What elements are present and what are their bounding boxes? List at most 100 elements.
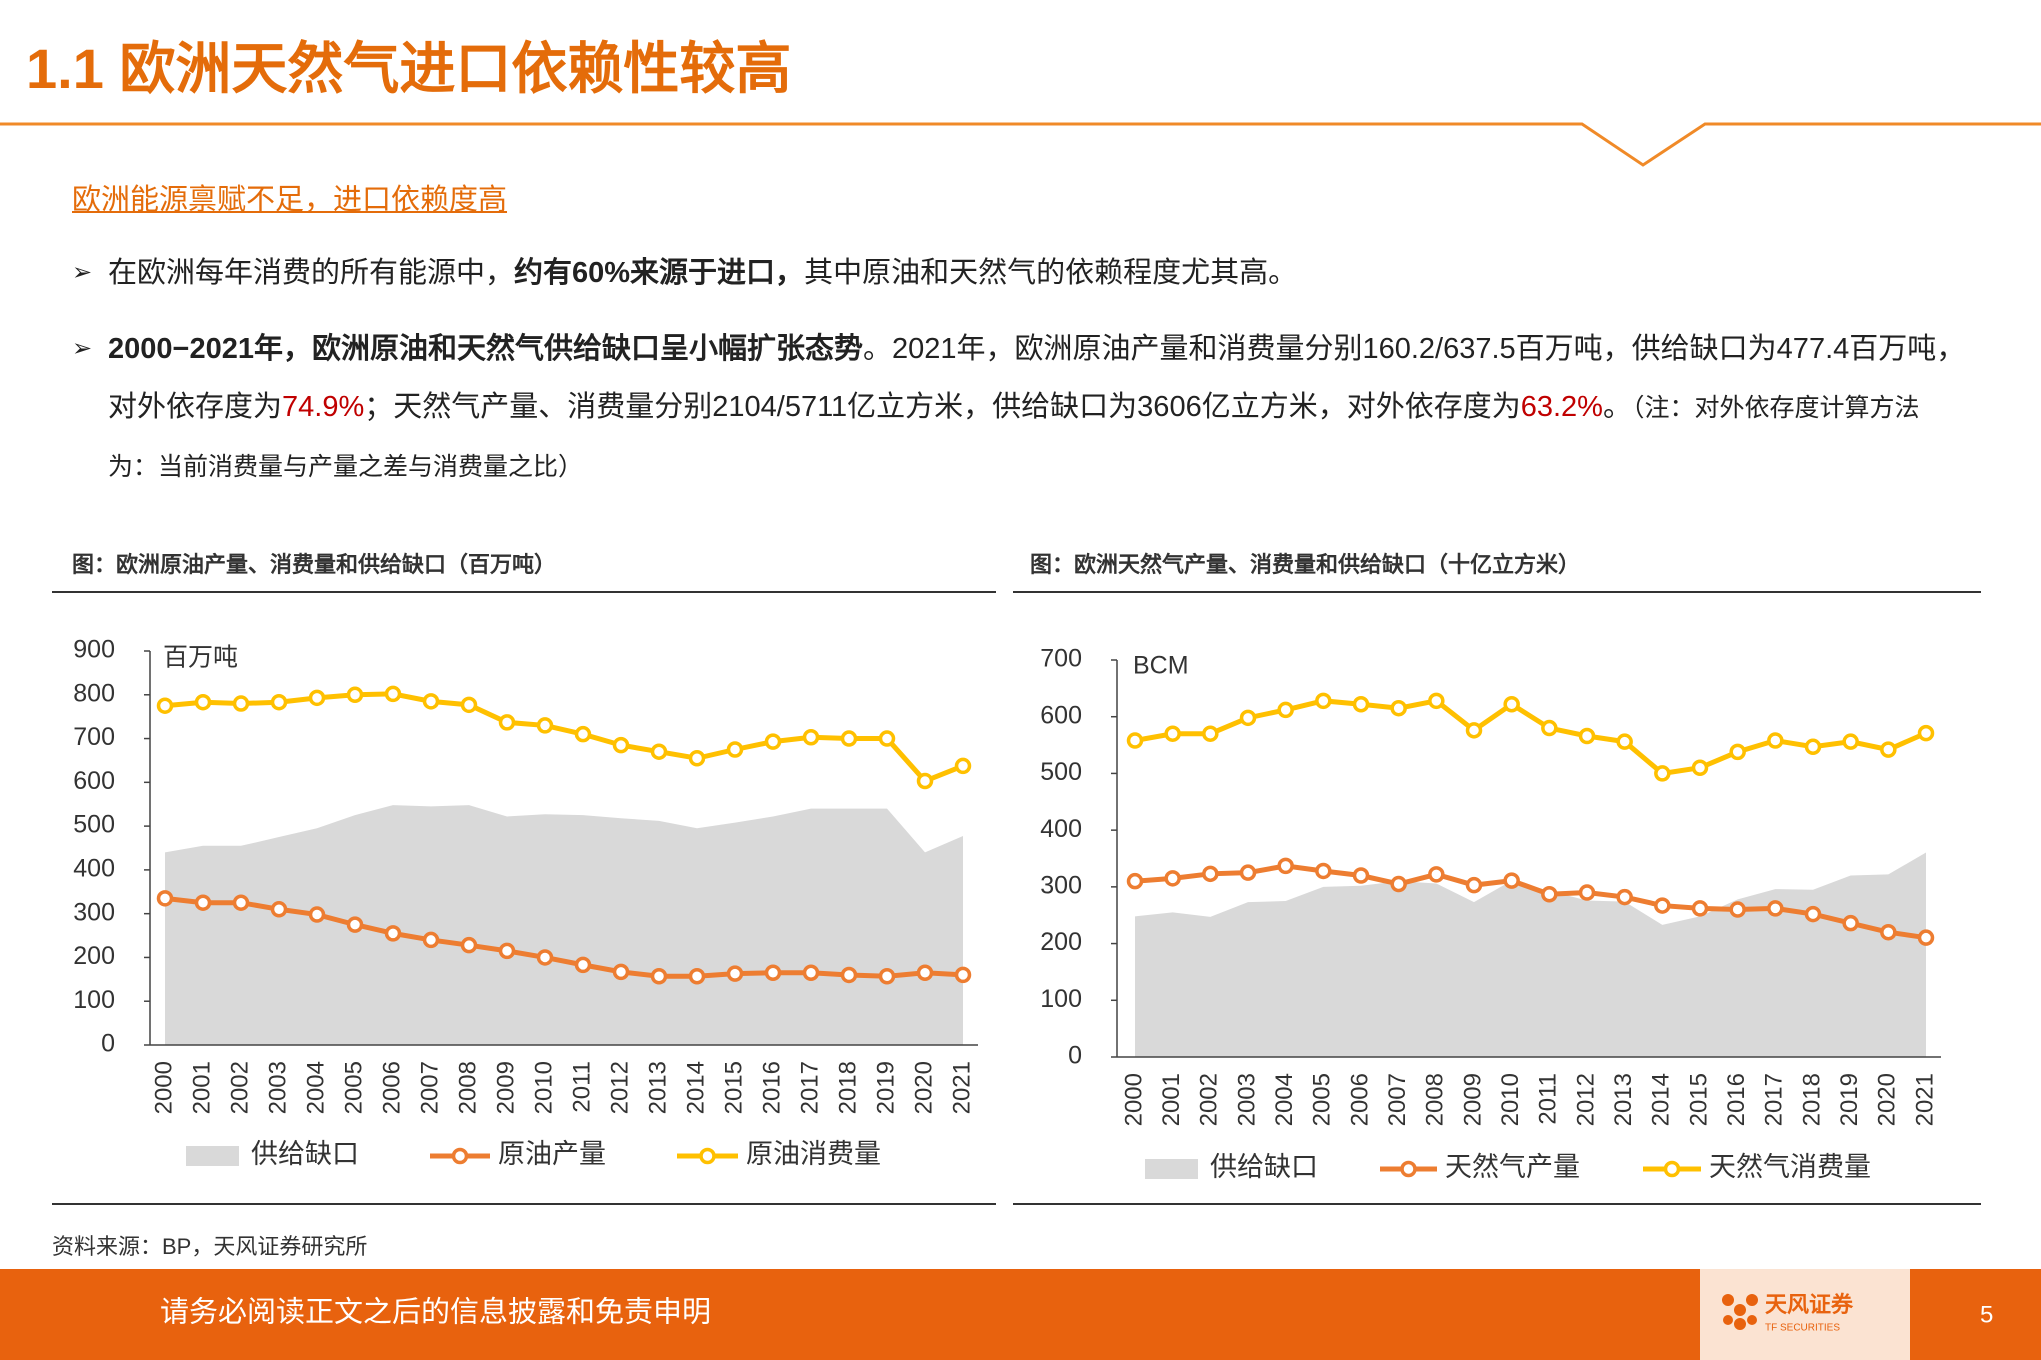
unit-label: BCM bbox=[1133, 652, 1189, 680]
legend-label: 天然气产量 bbox=[1445, 1152, 1580, 1182]
y-tick-label: 700 bbox=[1040, 645, 1082, 673]
legend-label: 原油消费量 bbox=[746, 1139, 881, 1169]
x-tick-label: 2013 bbox=[1610, 1073, 1637, 1126]
point bbox=[1239, 864, 1257, 881]
point bbox=[1202, 865, 1219, 883]
bullet-icon: ➢ bbox=[72, 335, 93, 362]
point bbox=[764, 964, 782, 982]
point bbox=[916, 964, 934, 982]
point bbox=[1428, 866, 1445, 883]
x-tick-label: 2005 bbox=[340, 1061, 367, 1114]
x-tick-label: 2011 bbox=[568, 1061, 595, 1113]
text-run: ；天然气产量、消费量分别2104/5711亿立方米，供给缺口为3606亿立方米，… bbox=[364, 391, 1521, 423]
point bbox=[1465, 722, 1483, 739]
point bbox=[1691, 759, 1709, 777]
logo-box bbox=[1700, 1269, 1910, 1360]
x-tick-label: 2012 bbox=[606, 1061, 633, 1114]
disclaimer: 请务必阅读正文之后的信息披露和免责申明 bbox=[160, 1296, 711, 1329]
point bbox=[612, 963, 630, 981]
point bbox=[498, 942, 516, 960]
point bbox=[1465, 876, 1483, 894]
y-tick-label: 600 bbox=[73, 767, 115, 795]
x-tick-label: 2004 bbox=[302, 1061, 329, 1114]
point bbox=[1842, 733, 1859, 750]
point bbox=[194, 894, 212, 911]
point bbox=[612, 736, 630, 754]
y-tick-label: 900 bbox=[73, 636, 115, 664]
point bbox=[1804, 738, 1822, 756]
x-tick-label: 2004 bbox=[1271, 1073, 1298, 1126]
point bbox=[688, 750, 706, 767]
point bbox=[270, 901, 288, 918]
y-tick-label: 0 bbox=[1068, 1042, 1082, 1070]
y-tick-label: 100 bbox=[73, 986, 115, 1014]
x-tick-label: 2018 bbox=[1798, 1073, 1825, 1126]
x-tick-label: 2014 bbox=[682, 1061, 709, 1114]
legend-label: 供给缺口 bbox=[1210, 1152, 1318, 1182]
x-tick-label: 2007 bbox=[1384, 1073, 1411, 1126]
line bbox=[1134, 698, 1928, 777]
x-tick-label: 2003 bbox=[1233, 1073, 1260, 1126]
point bbox=[878, 968, 896, 985]
bullet-text: 2000−2021年，欧洲原油和天然气供给缺口呈小幅扩张态势。2021年，欧洲原… bbox=[108, 320, 1968, 496]
point bbox=[878, 730, 896, 747]
x-tick-label: 2010 bbox=[1497, 1073, 1524, 1126]
subtitle: 欧洲能源禀赋不足，进口依赖度高 bbox=[72, 184, 508, 216]
logo-sub: TF SECURITIES bbox=[1765, 1323, 1840, 1334]
y-tick-label: 300 bbox=[1040, 871, 1082, 899]
point bbox=[346, 686, 364, 704]
point bbox=[232, 894, 250, 911]
point bbox=[194, 693, 212, 711]
logo-text: 天风证券 bbox=[1765, 1292, 1854, 1317]
point bbox=[1880, 923, 1897, 941]
point bbox=[1390, 699, 1407, 717]
x-tick-label: 2018 bbox=[834, 1061, 861, 1114]
point bbox=[802, 728, 820, 746]
legend-swatch bbox=[1145, 1159, 1198, 1179]
point bbox=[1541, 885, 1558, 903]
point bbox=[1616, 888, 1633, 906]
x-tick-label: 2015 bbox=[720, 1061, 747, 1114]
point bbox=[1352, 695, 1370, 713]
point bbox=[1616, 733, 1633, 750]
x-tick-label: 2000 bbox=[150, 1061, 177, 1114]
point bbox=[1729, 743, 1746, 761]
point bbox=[1917, 929, 1935, 946]
x-tick-label: 2003 bbox=[264, 1061, 291, 1114]
legend-swatch bbox=[186, 1146, 239, 1166]
header-rule bbox=[0, 122, 2041, 167]
point bbox=[422, 931, 440, 949]
x-tick-label: 2002 bbox=[226, 1061, 253, 1114]
x-tick-label: 2020 bbox=[910, 1061, 937, 1114]
x-tick-label: 2019 bbox=[1836, 1073, 1863, 1126]
point bbox=[1767, 900, 1784, 917]
x-tick-label: 2009 bbox=[492, 1061, 519, 1114]
point bbox=[726, 741, 744, 758]
x-tick-label: 2007 bbox=[416, 1061, 443, 1114]
point bbox=[1315, 862, 1332, 880]
legend-label: 供给缺口 bbox=[251, 1139, 359, 1169]
point bbox=[422, 693, 440, 710]
x-tick-label: 2008 bbox=[1422, 1073, 1449, 1126]
point bbox=[954, 966, 972, 984]
logo-icon bbox=[1722, 1294, 1758, 1330]
y-tick-label: 0 bbox=[101, 1030, 115, 1058]
point bbox=[498, 714, 516, 731]
point bbox=[650, 743, 668, 760]
source: 资料来源：BP，天风证券研究所 bbox=[52, 1234, 367, 1259]
point bbox=[1428, 692, 1445, 710]
point bbox=[1390, 875, 1407, 893]
point bbox=[536, 949, 554, 966]
text-run: 约有60%来源于进口， bbox=[514, 257, 805, 289]
point bbox=[1804, 905, 1822, 923]
point bbox=[536, 717, 554, 734]
x-tick-label: 2006 bbox=[378, 1061, 405, 1114]
legend-marker bbox=[451, 1147, 469, 1165]
point bbox=[1654, 765, 1671, 782]
point bbox=[156, 890, 174, 907]
x-tick-label: 2009 bbox=[1459, 1073, 1486, 1126]
point bbox=[308, 906, 326, 923]
y-tick-label: 500 bbox=[73, 811, 115, 839]
